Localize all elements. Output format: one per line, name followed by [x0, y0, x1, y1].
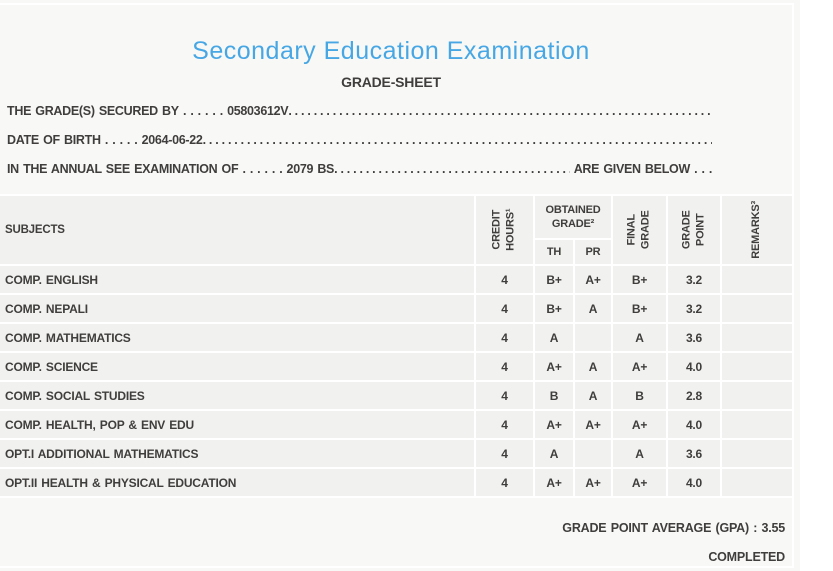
- grades-table: SUBJECTS CREDIT HOURS¹ OBTAINED GRADE² T…: [0, 194, 792, 498]
- pr-grade-cell: A+: [575, 469, 611, 496]
- final-grade-cell: A: [613, 440, 666, 467]
- info-line-date-of-birth: DATE OF BIRTH . . . . . 2064-06-22 . . .…: [7, 125, 712, 154]
- th-grade-cell: B+: [535, 295, 573, 322]
- grade-point-cell: 3.2: [668, 295, 720, 322]
- remarks-cell: [722, 324, 792, 351]
- grade-point-cell: 4.0: [668, 411, 720, 438]
- grade-point-cell: 3.2: [668, 266, 720, 293]
- dotted-leader-fill: . . . . . . . . . . . . . . . . . . . . …: [202, 132, 712, 147]
- remarks-cell: [722, 411, 792, 438]
- credit-hours-cell: 4: [476, 411, 533, 438]
- date-of-birth-value: 2064-06-22: [141, 132, 203, 147]
- pr-grade-cell: A+: [575, 266, 611, 293]
- dotted-leader: . . . . . .: [238, 161, 287, 176]
- pr-grade-cell: A: [575, 382, 611, 409]
- credit-hours-cell: 4: [476, 324, 533, 351]
- credit-hours-column-header: CREDIT HOURS¹: [476, 196, 533, 264]
- credit-hours-rotated-label: CREDIT HOURS¹: [490, 208, 517, 252]
- credit-hours-cell: 4: [476, 469, 533, 496]
- page-title: Secondary Education Examination: [192, 37, 590, 65]
- final-grade-cell: A+: [613, 353, 666, 380]
- remarks-cell: [722, 440, 792, 467]
- th-grade-cell: B+: [535, 266, 573, 293]
- pr-grade-cell: [575, 440, 611, 467]
- subjects-column-header: SUBJECTS: [0, 196, 474, 264]
- dotted-leader: . . . . .: [100, 132, 142, 147]
- dotted-leader-fill: . . . . . . . . . . . . . . . . . . . . …: [334, 161, 570, 176]
- credit-hours-cell: 4: [476, 353, 533, 380]
- remarks-cell: [722, 295, 792, 322]
- dotted-leader-fill: . . . . . . . . . . . . . . . . . . . . …: [288, 103, 711, 118]
- remarks-cell: [722, 266, 792, 293]
- remarks-cell: [722, 353, 792, 380]
- final-grade-column-header: FINAL GRADE: [613, 196, 666, 264]
- final-grade-cell: B+: [613, 266, 666, 293]
- th-grade-cell: B: [535, 382, 573, 409]
- candidate-info: THE GRADE(S) SECURED BY . . . . . . 0580…: [7, 96, 712, 183]
- credit-hours-cell: 4: [476, 266, 533, 293]
- exam-year-value: 2079 BS: [286, 161, 335, 176]
- grade-point-column-header: GRADE POINT: [668, 196, 720, 264]
- th-grade-cell: A+: [535, 411, 573, 438]
- subject-cell: COMP. SOCIAL STUDIES: [0, 382, 474, 409]
- remarks-cell: [722, 469, 792, 496]
- pr-grade-cell: A: [575, 353, 611, 380]
- subject-cell: COMP. NEPALI: [0, 295, 474, 322]
- subject-cell: COMP. ENGLISH: [0, 266, 474, 293]
- grade-point-cell: 4.0: [668, 469, 720, 496]
- grade-point-cell: 3.6: [668, 324, 720, 351]
- th-subcolumn-header: TH: [535, 240, 573, 264]
- remarks-cell: [722, 382, 792, 409]
- info-line-examination-year: IN THE ANNUAL SEE EXAMINATION OF . . . .…: [7, 154, 712, 183]
- grade-point-cell: 3.6: [668, 440, 720, 467]
- grade-sheet-page: Secondary Education Examination GRADE-SH…: [0, 3, 794, 568]
- dotted-leader: . . . . . .: [178, 103, 228, 118]
- final-grade-cell: B: [613, 382, 666, 409]
- info-label: DATE OF BIRTH: [7, 132, 101, 147]
- credit-hours-cell: 4: [476, 382, 533, 409]
- grade-point-rotated-label: GRADE POINT: [680, 210, 706, 250]
- remarks-column-header: REMARKS³: [722, 196, 792, 264]
- final-grade-cell: A: [613, 324, 666, 351]
- pr-grade-cell: A+: [575, 411, 611, 438]
- pr-subcolumn-header: PR: [575, 240, 611, 264]
- final-grade-cell: A+: [613, 411, 666, 438]
- symbol-number-value: 05803612V: [227, 103, 289, 118]
- grade-point-cell: 2.8: [668, 382, 720, 409]
- subject-cell: COMP. SCIENCE: [0, 353, 474, 380]
- page-subtitle: GRADE-SHEET: [341, 74, 441, 90]
- final-grade-rotated-label: FINAL GRADE: [625, 210, 652, 250]
- gpa-summary: GRADE POINT AVERAGE (GPA) : 3.55: [562, 521, 785, 535]
- credit-hours-cell: 4: [476, 440, 533, 467]
- info-line-grades-secured-by: THE GRADE(S) SECURED BY . . . . . . 0580…: [7, 96, 712, 125]
- remarks-rotated-label: REMARKS³: [750, 201, 763, 259]
- subject-cell: OPT.I ADDITIONAL MATHEMATICS: [0, 440, 474, 467]
- obtained-grade-column-header: OBTAINED GRADE²: [535, 196, 611, 238]
- th-grade-cell: A+: [535, 353, 573, 380]
- pr-grade-cell: A: [575, 295, 611, 322]
- pr-grade-cell: [575, 324, 611, 351]
- th-grade-cell: A: [535, 440, 573, 467]
- grade-point-cell: 4.0: [668, 353, 720, 380]
- grades-grid: SUBJECTS CREDIT HOURS¹ OBTAINED GRADE² T…: [0, 196, 792, 496]
- th-grade-cell: A: [535, 324, 573, 351]
- info-label: THE GRADE(S) SECURED BY: [7, 103, 179, 118]
- info-suffix: ARE GIVEN BELOW . . .: [569, 161, 712, 176]
- credit-hours-cell: 4: [476, 295, 533, 322]
- subject-cell: COMP. MATHEMATICS: [0, 324, 474, 351]
- subject-cell: OPT.II HEALTH & PHYSICAL EDUCATION: [0, 469, 474, 496]
- final-grade-cell: A+: [613, 469, 666, 496]
- info-label: IN THE ANNUAL SEE EXAMINATION OF: [7, 161, 239, 176]
- th-grade-cell: A+: [535, 469, 573, 496]
- final-grade-cell: B+: [613, 295, 666, 322]
- result-status: COMPLETED: [708, 550, 785, 564]
- subject-cell: COMP. HEALTH, POP & ENV EDU: [0, 411, 474, 438]
